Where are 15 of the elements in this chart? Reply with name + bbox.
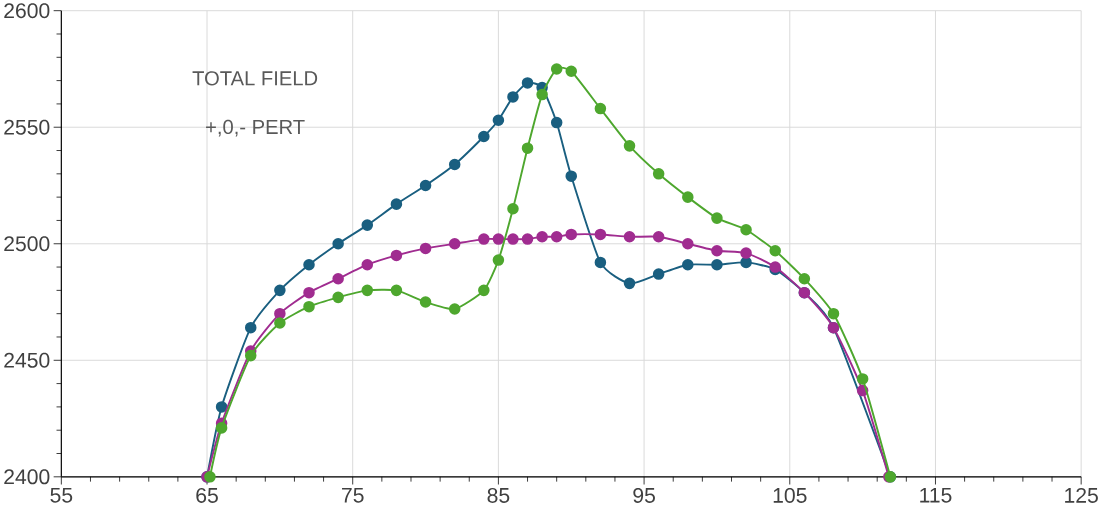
x-tick-label: 95: [633, 487, 655, 503]
y-tick-label: 2500: [4, 236, 50, 252]
x-tick-label: 115: [920, 487, 952, 503]
x-tick-label: 105: [773, 487, 807, 503]
annotation: +,0,- PERT: [206, 119, 305, 137]
x-tick-label: 55: [50, 487, 73, 503]
y-tick-label: 2400: [4, 469, 50, 485]
x-tick-label: 65: [196, 487, 218, 503]
x-tick-label: 125: [1065, 487, 1098, 503]
y-tick-label: 2600: [4, 3, 50, 19]
annotation: TOTAL FIELD: [192, 71, 318, 86]
x-tick-label: 75: [342, 487, 364, 503]
y-tick-label: 2450: [4, 352, 50, 368]
y-tick-label: 2550: [4, 119, 50, 135]
x-tick-label: 85: [487, 487, 510, 503]
